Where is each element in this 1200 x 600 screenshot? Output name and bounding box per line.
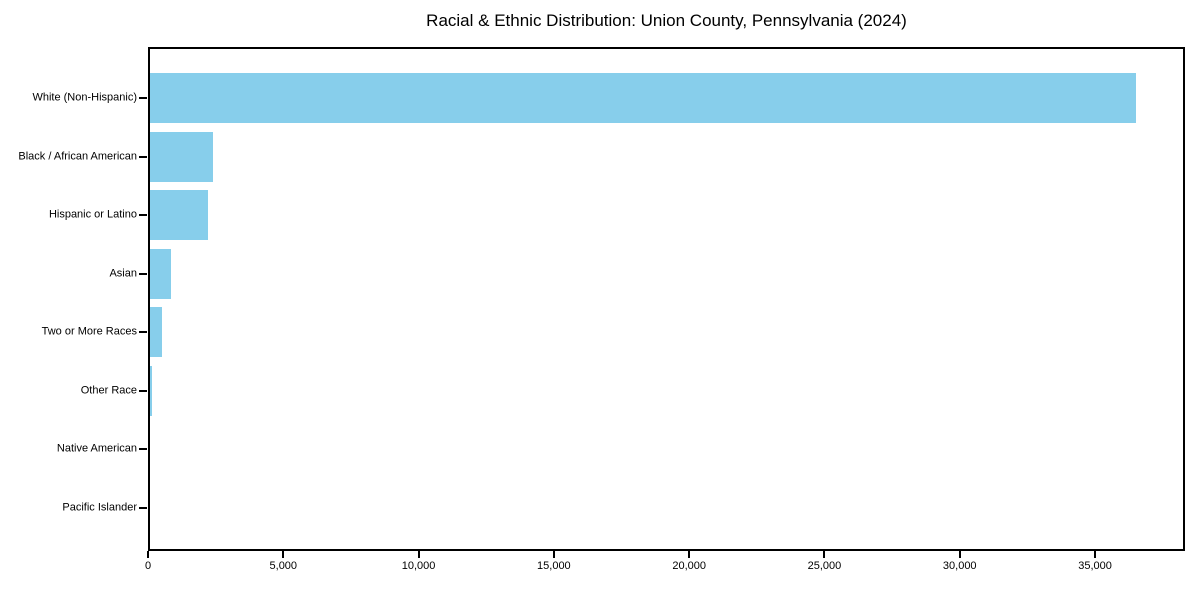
x-tick-mark (958, 551, 961, 558)
x-tick-mark (1094, 551, 1097, 558)
y-axis-label: Two or More Races (41, 325, 137, 338)
bar-hispanic-or-latino (148, 190, 208, 240)
x-tick-label: 25,000 (807, 560, 842, 572)
x-tick-label: 35,000 (1078, 560, 1112, 572)
bar-row: Black / African American (18, 131, 1185, 182)
x-tick-label: 0 (144, 560, 152, 572)
y-axis-label: White (Non-Hispanic) (32, 91, 137, 104)
plot-area: White (Non-Hispanic) Black / African Ame… (18, 47, 1185, 572)
y-tick-mark (139, 506, 147, 509)
y-axis-label: Asian (109, 267, 137, 279)
y-axis-label: Pacific Islander (62, 501, 137, 513)
x-tick-label: 20,000 (672, 560, 706, 572)
bar-row: White (Non-Hispanic) (32, 73, 1185, 123)
bar-two-or-more-races (148, 307, 162, 357)
x-tick-mark (417, 551, 420, 558)
bar-pacific-islander (148, 482, 149, 533)
x-tick-mark (823, 551, 826, 558)
y-axis-label: Other Race (80, 384, 137, 396)
x-tick-label: 30,000 (942, 560, 977, 572)
bar-row: Hispanic or Latino (49, 190, 1185, 240)
y-tick-mark (139, 155, 147, 158)
bar-row: Pacific Islander (62, 482, 1185, 533)
x-tick-mark (552, 551, 555, 558)
bar-row: Native American (57, 424, 1185, 474)
y-tick-mark (139, 214, 147, 216)
x-tick-mark (147, 551, 149, 558)
y-tick-mark (139, 97, 147, 99)
y-axis-label: Hispanic or Latino (48, 208, 137, 221)
y-tick-mark (139, 389, 147, 392)
chart-title: Racial & Ethnic Distribution: Union Coun… (426, 11, 907, 30)
bar-row: Two or More Races (42, 307, 1185, 357)
x-tick-label: 15,000 (537, 560, 571, 572)
x-tick-label: 10,000 (401, 560, 436, 572)
bar-black-african-american (148, 131, 213, 182)
x-tick-label: 5,000 (269, 560, 298, 572)
y-tick-mark (139, 448, 147, 450)
y-axis-label: Native American (56, 442, 137, 455)
bar-native-american (148, 424, 150, 474)
y-tick-mark (139, 272, 147, 275)
bar-row: Asian (109, 248, 1185, 299)
bar-asian (148, 248, 171, 299)
x-tick-mark (282, 551, 285, 558)
bar-row: Other Race (81, 365, 1185, 416)
bar-white-non-hispanic (148, 73, 1136, 123)
x-tick-mark (688, 551, 691, 558)
bar-other-race (148, 365, 153, 416)
y-axis-label: Black / African American (18, 150, 137, 162)
y-tick-mark (139, 331, 147, 333)
